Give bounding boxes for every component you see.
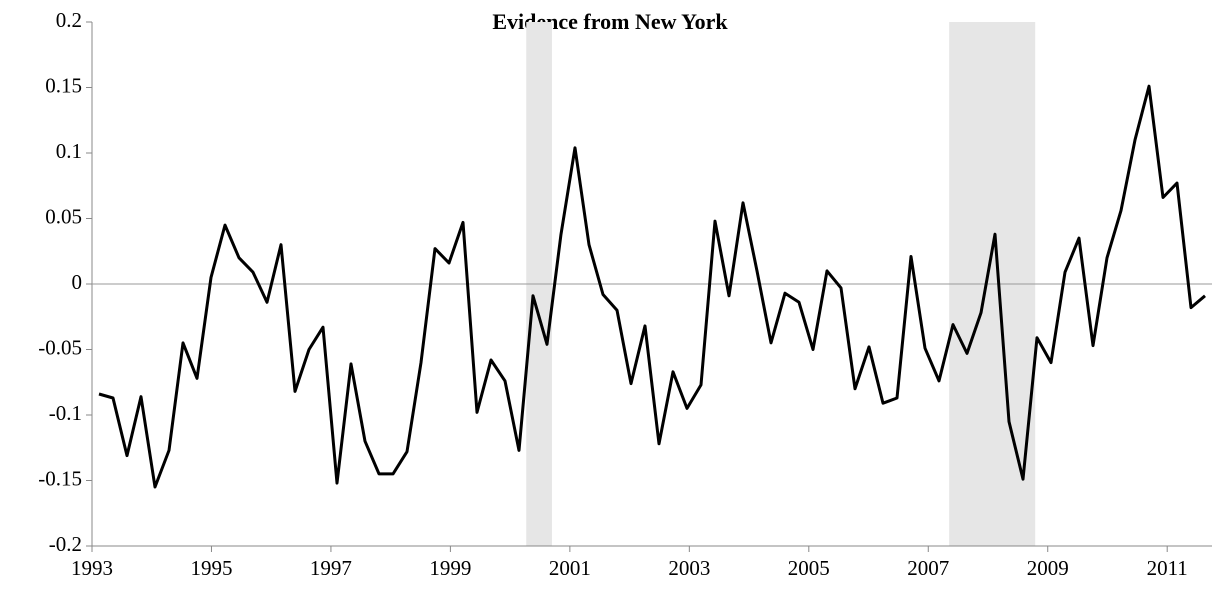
- x-tick-label: 2001: [549, 556, 591, 580]
- y-tick-label: 0: [72, 270, 83, 294]
- y-tick-label: -0.1: [49, 401, 82, 425]
- x-tick-label: 2011: [1147, 556, 1188, 580]
- y-tick-label: 0.2: [56, 8, 82, 32]
- y-tick-label: 0.15: [45, 73, 82, 97]
- x-tick-label: 1999: [429, 556, 471, 580]
- y-tick-label: 0.1: [56, 139, 82, 163]
- y-tick-label: -0.2: [49, 532, 82, 556]
- x-tick-label: 2007: [907, 556, 949, 580]
- x-tick-label: 2009: [1027, 556, 1069, 580]
- y-tick-label: -0.05: [38, 335, 82, 359]
- x-tick-label: 2005: [788, 556, 830, 580]
- x-tick-label: 1993: [71, 556, 113, 580]
- x-tick-label: 1995: [190, 556, 232, 580]
- x-tick-label: 1997: [310, 556, 352, 580]
- data-line: [98, 84, 1206, 489]
- y-tick-label: 0.05: [45, 204, 82, 228]
- y-tick-label: -0.15: [38, 466, 82, 490]
- x-tick-label: 2003: [668, 556, 710, 580]
